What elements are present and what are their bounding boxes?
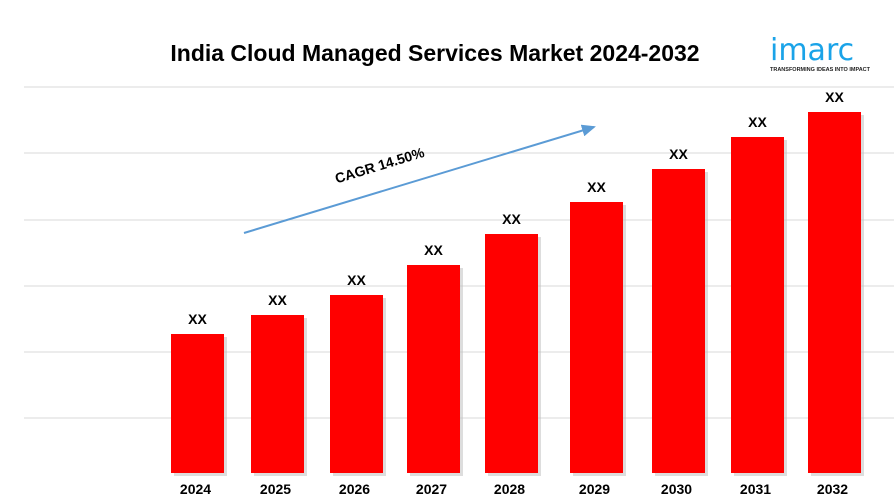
x-tick-label: 2028 — [494, 481, 525, 497]
bar-2027 — [407, 265, 460, 473]
logo-tagline: TRANSFORMING IDEAS INTO IMPACT — [770, 67, 871, 73]
x-tick-label: 2024 — [180, 481, 211, 497]
x-tick-label: 2027 — [416, 481, 447, 497]
bar-2032 — [808, 112, 861, 473]
bar-2028 — [485, 234, 538, 473]
data-label: XX — [424, 242, 443, 258]
data-label: XX — [748, 114, 767, 130]
cagr-arrow — [243, 124, 596, 234]
data-label: XX — [188, 311, 207, 327]
data-label: XX — [669, 146, 688, 162]
bar-2031 — [731, 137, 784, 473]
data-label: XX — [825, 89, 844, 105]
data-label: XX — [587, 179, 606, 195]
logo-word: imarc — [770, 33, 855, 68]
data-label: XX — [268, 292, 287, 308]
bar-2029 — [570, 202, 623, 473]
x-tick-label: 2030 — [661, 481, 692, 497]
x-tick-label: 2031 — [740, 481, 771, 497]
x-tick-label: 2025 — [260, 481, 291, 497]
bar-2030 — [652, 169, 705, 473]
chart-title: India Cloud Managed Services Market 2024… — [170, 40, 700, 66]
bar-2025 — [251, 315, 304, 473]
imarc-logo: imarc TRANSFORMING IDEAS INTO IMPACT — [770, 33, 890, 74]
bar-2026 — [330, 295, 383, 473]
bar-2024 — [171, 334, 224, 473]
x-tick-label: 2026 — [339, 481, 370, 497]
x-tick-label: 2029 — [579, 481, 610, 497]
data-label: XX — [347, 272, 366, 288]
data-label: XX — [502, 211, 521, 227]
cagr-label: CAGR 14.50% — [333, 144, 427, 187]
x-tick-label: 2032 — [817, 481, 848, 497]
